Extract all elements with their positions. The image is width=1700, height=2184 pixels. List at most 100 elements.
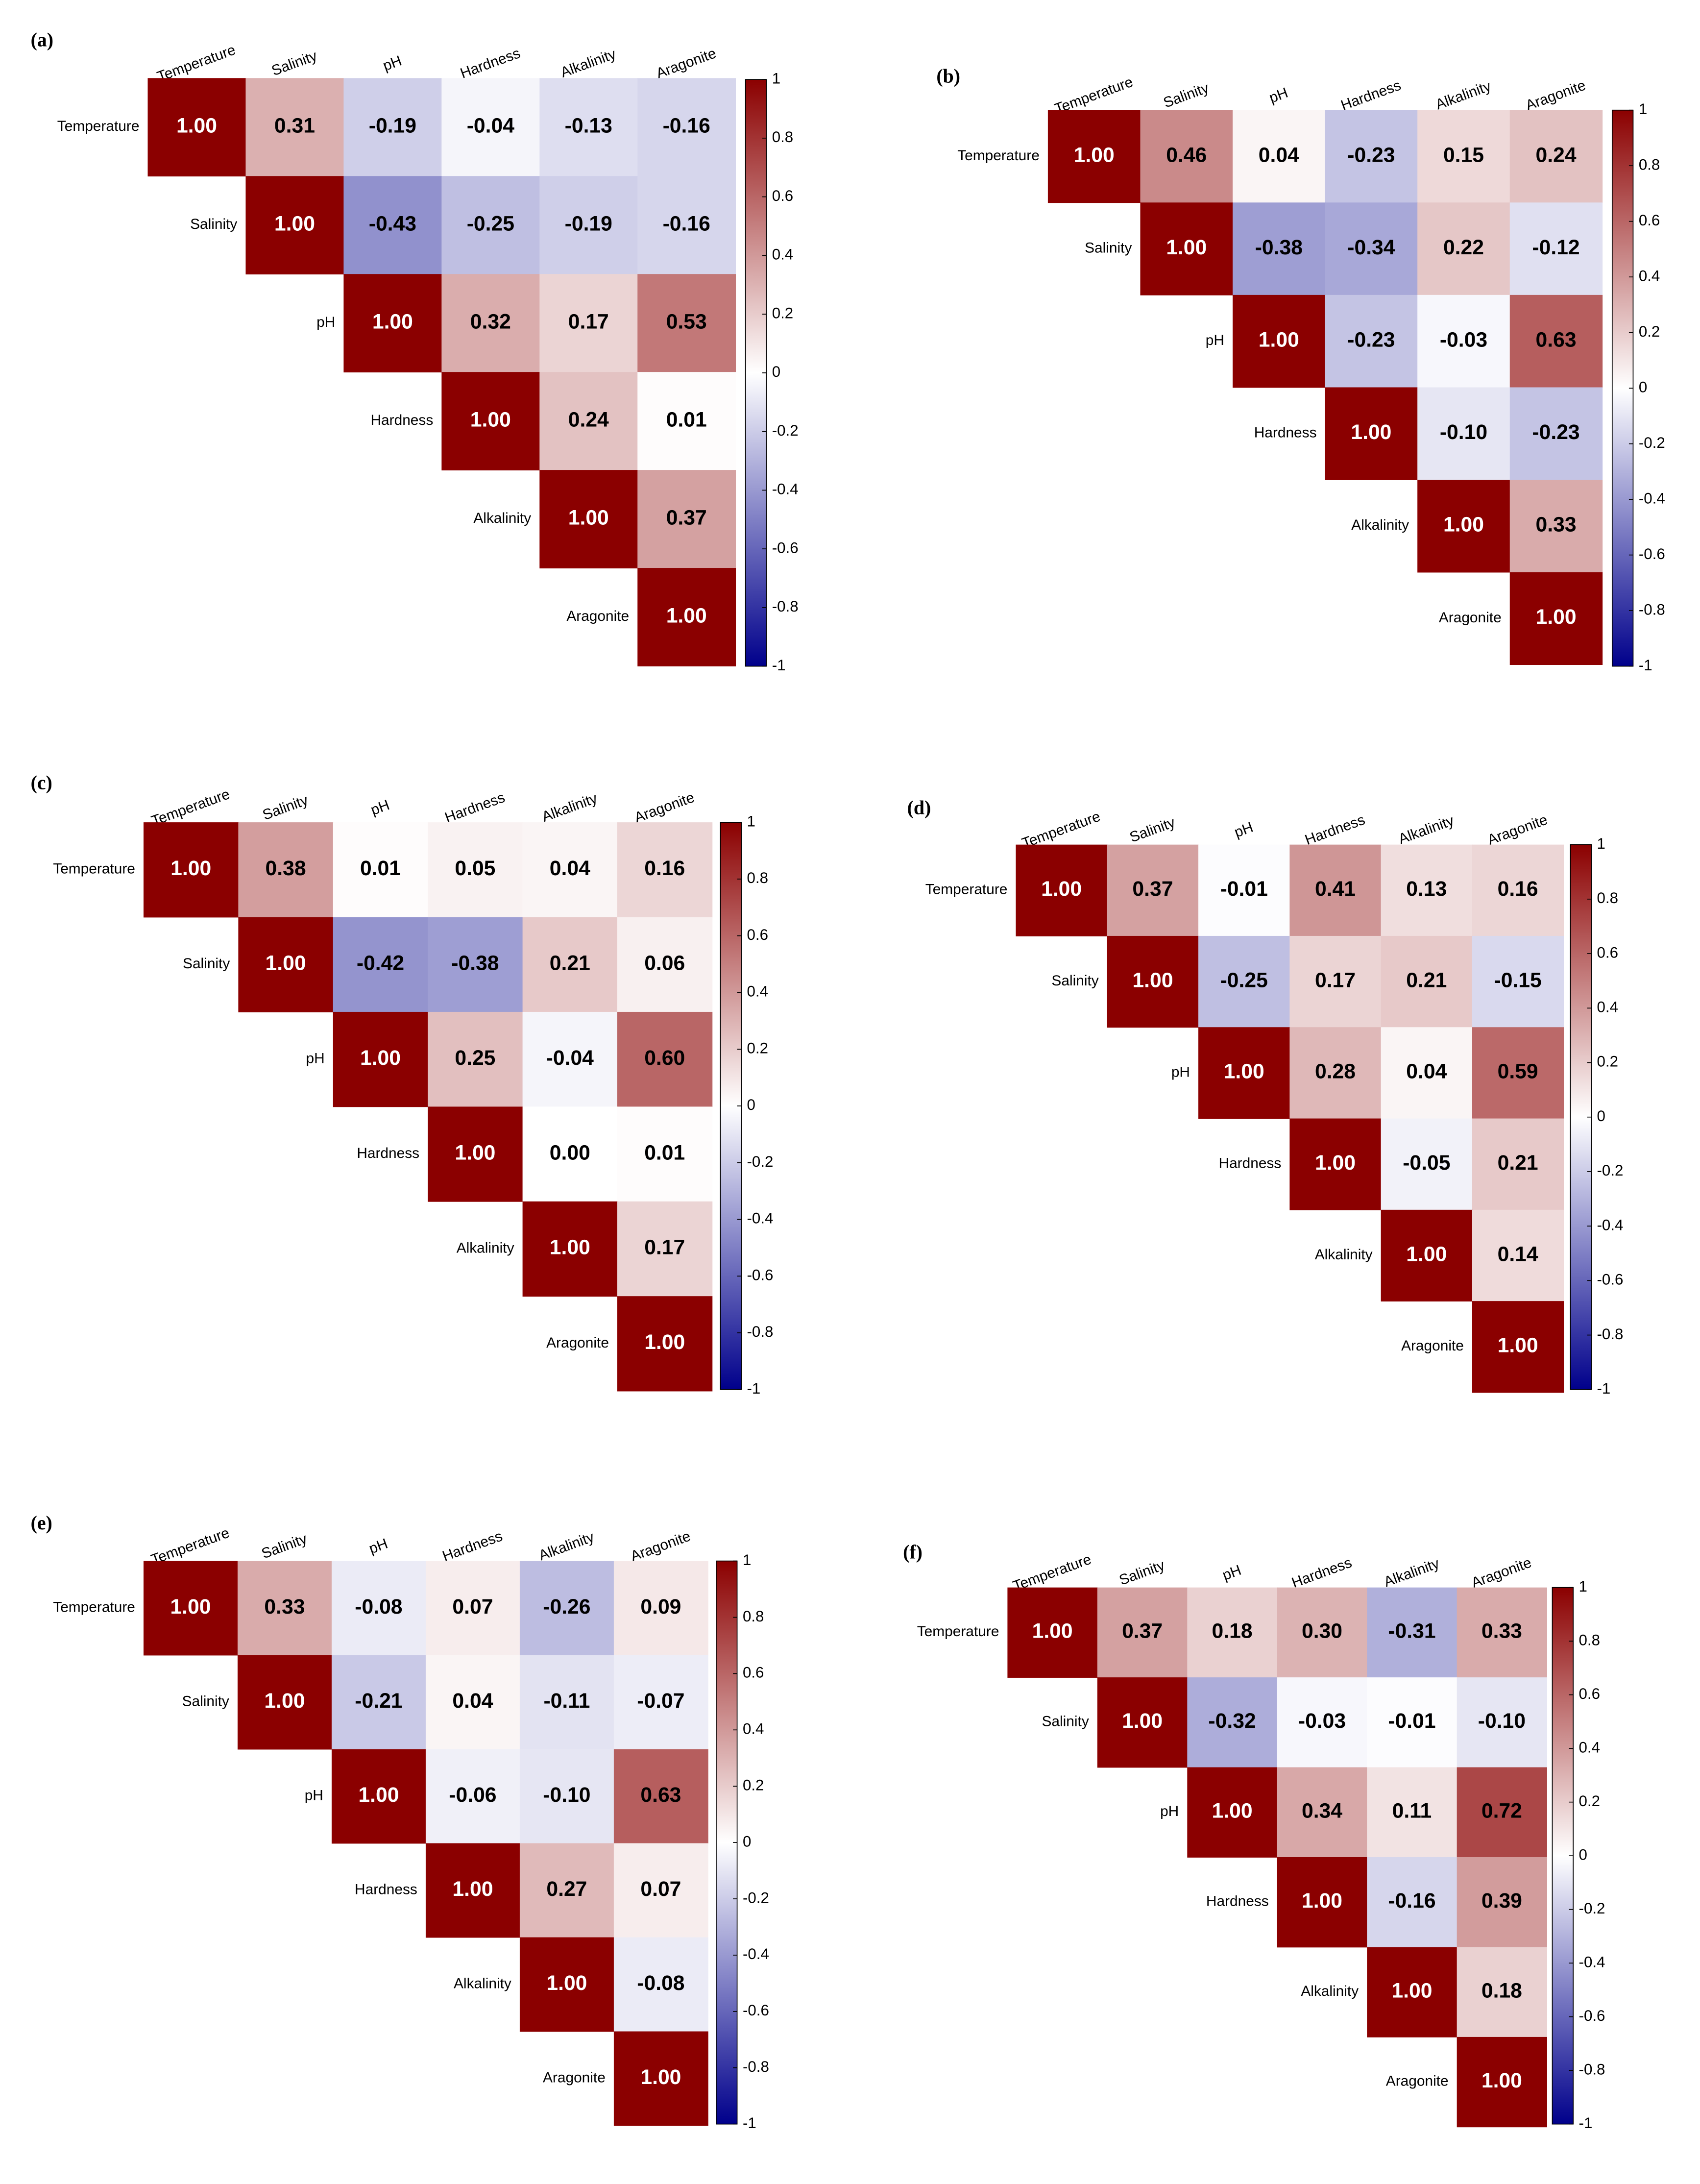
- heatmap-cell: [1289, 844, 1382, 936]
- heatmap-cell: [617, 1011, 713, 1107]
- cell-value-label: 0.32: [470, 310, 511, 333]
- row-label: Salinity: [190, 216, 237, 232]
- cell-value-label: 0.31: [274, 114, 315, 138]
- cell-value-label: 0.04: [452, 1689, 493, 1713]
- heatmap-cell: [143, 822, 239, 918]
- heatmap-cell: [637, 78, 736, 177]
- heatmap-cell: [237, 1655, 332, 1750]
- cell-value-label: 0.63: [640, 1783, 681, 1807]
- heatmap-cell: [1472, 1027, 1564, 1119]
- heatmap-cell: [441, 372, 540, 470]
- colorbar-tick-label: -0.4: [747, 1210, 774, 1227]
- panel-label: (f): [903, 1542, 923, 1563]
- row-label: Aragonite: [1401, 1338, 1464, 1354]
- heatmap-cell: [1509, 294, 1603, 388]
- colorbar-tick-label: -0.4: [1639, 490, 1665, 507]
- heatmap-cell: [1289, 935, 1382, 1028]
- heatmap-cell: [1289, 1118, 1382, 1210]
- cell-value-label: 0.72: [1481, 1799, 1522, 1823]
- cell-value-label: 0.21: [550, 952, 590, 975]
- heatmap-cell: [1007, 1587, 1098, 1678]
- heatmap-cell: [1367, 1587, 1457, 1678]
- heatmap-cell: [519, 1749, 614, 1844]
- column-label: Hardness: [458, 45, 522, 82]
- heatmap-cell: [613, 1749, 708, 1844]
- cell-value-label: -0.10: [1440, 420, 1487, 444]
- colorbar-tick-label: -0.2: [1579, 1900, 1605, 1917]
- heatmap-cell: [1509, 572, 1603, 665]
- heatmap-cell: [1457, 1767, 1547, 1858]
- heatmap-cell: [637, 470, 736, 568]
- heatmap-cell: [637, 568, 736, 666]
- colorbar-tick-label: 0.8: [1579, 1631, 1600, 1648]
- colorbar-tick-label: 0: [1639, 378, 1647, 395]
- cell-value-label: 0.37: [1122, 1620, 1163, 1643]
- heatmap-cell: [1417, 110, 1510, 203]
- heatmap-cell: [1457, 1587, 1547, 1678]
- heatmap-cell: [519, 1843, 614, 1938]
- heatmap-cell: [1277, 1767, 1368, 1858]
- cell-value-label: 0.38: [266, 857, 306, 880]
- colorbar-tick-label: 0.4: [1579, 1739, 1600, 1756]
- cell-value-label: -0.34: [1347, 236, 1395, 259]
- cell-value-label: 0.16: [644, 857, 685, 880]
- cell-value-label: 0.01: [360, 857, 401, 880]
- heatmap-cell: [1187, 1677, 1278, 1768]
- heatmap-cell: [343, 78, 442, 177]
- column-label: Salinity: [1117, 1557, 1167, 1589]
- colorbar-tick-label: -0.6: [747, 1266, 774, 1283]
- cell-value-label: -0.10: [543, 1783, 590, 1807]
- cell-value-label: 1.00: [1302, 1889, 1342, 1913]
- cell-value-label: 1.00: [640, 2065, 681, 2089]
- colorbar-tick-label: 1: [1639, 100, 1647, 118]
- heatmap-cell: [522, 1201, 618, 1297]
- colorbar-tick-label: 0.6: [1579, 1685, 1600, 1702]
- row-label: Temperature: [957, 147, 1040, 164]
- colorbar-tick-label: -0.4: [743, 1945, 769, 1963]
- row-label: Salinity: [182, 1693, 229, 1709]
- cell-value-label: 0.09: [640, 1595, 681, 1619]
- cell-value-label: 1.00: [274, 212, 315, 235]
- colorbar-tick-label: 0.2: [1579, 1792, 1600, 1810]
- heatmap-cell: [637, 176, 736, 275]
- colorbar-tick-label: 0.4: [747, 983, 768, 1000]
- heatmap-cell: [1457, 1857, 1547, 1948]
- cell-value-label: 1.00: [1351, 420, 1391, 444]
- column-label: Aragonite: [1485, 811, 1550, 848]
- cell-value-label: 0.01: [644, 1141, 685, 1164]
- cell-value-label: -0.15: [1494, 968, 1541, 992]
- column-label: pH: [1220, 1562, 1243, 1584]
- column-label: Salinity: [1161, 80, 1211, 111]
- row-label: Aragonite: [543, 2069, 606, 2086]
- colorbar-tick-label: -0.2: [1639, 434, 1665, 451]
- colorbar-tick-label: 0.2: [743, 1776, 764, 1793]
- row-label: Salinity: [1085, 240, 1132, 256]
- heatmap-cell: [245, 176, 344, 275]
- column-label: Aragonite: [654, 45, 718, 82]
- column-label: pH: [368, 797, 391, 818]
- colorbar-tick-label: -0.4: [772, 481, 799, 498]
- heatmap-cell: [1016, 844, 1108, 936]
- column-label: Alkalinity: [1382, 1555, 1441, 1590]
- colorbar-tick-label: 0.8: [1597, 889, 1618, 907]
- cell-value-label: 0.63: [1536, 328, 1577, 351]
- cell-value-label: 0.14: [1498, 1242, 1538, 1266]
- cell-value-label: -0.38: [1255, 236, 1303, 259]
- colorbar-tick-label: 0.4: [743, 1720, 764, 1738]
- colorbar-tick-label: -0.8: [1639, 601, 1665, 618]
- heatmap-cell: [1381, 1027, 1473, 1119]
- cell-value-label: 1.00: [1224, 1060, 1264, 1083]
- cell-value-label: 1.00: [666, 604, 707, 627]
- heatmap-cell: [1509, 480, 1603, 573]
- cell-value-label: 0.24: [1536, 143, 1577, 167]
- cell-value-label: -0.16: [663, 212, 710, 235]
- row-label: Salinity: [1042, 1714, 1089, 1730]
- heatmap-cell: [1047, 110, 1141, 203]
- column-label: Hardness: [1303, 811, 1367, 848]
- cell-value-label: 0.04: [1259, 143, 1299, 167]
- colorbar-tick-label: -0.4: [1597, 1216, 1624, 1233]
- cell-value-label: -0.43: [369, 212, 416, 235]
- heatmap-cell: [441, 274, 540, 373]
- cell-value-label: 1.00: [1315, 1151, 1356, 1175]
- heatmap-cell: [1140, 202, 1233, 295]
